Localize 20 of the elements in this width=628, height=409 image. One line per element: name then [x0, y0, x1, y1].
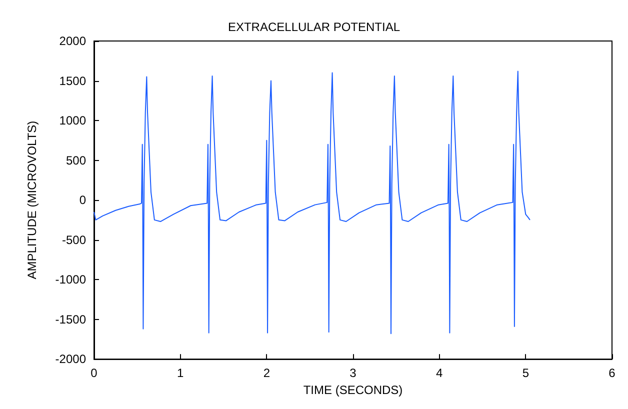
x-tick-label: 4 — [436, 366, 443, 380]
y-tick-label: 1000 — [59, 114, 86, 128]
x-tick-label: 2 — [263, 366, 270, 380]
y-tick-label: -1000 — [55, 272, 86, 287]
chart-title: EXTRACELLULAR POTENTIAL — [228, 20, 400, 34]
y-tick-label: 1500 — [59, 74, 86, 88]
x-tick-label: 5 — [522, 366, 530, 380]
y-tick-label: 0 — [79, 193, 86, 208]
y-tick-label: -500 — [62, 232, 86, 247]
x-tick-label: 6 — [608, 366, 616, 380]
y-tick-label: 500 — [66, 153, 86, 168]
y-tick-label: 2000 — [59, 34, 86, 48]
line-series — [94, 70, 530, 334]
x-tick-label: 3 — [350, 366, 357, 380]
y-tick-label: -1500 — [55, 312, 86, 326]
x-tick-label: 1 — [176, 366, 184, 380]
x-tick-label: 0 — [90, 366, 98, 380]
x-axis-title: TIME (SECONDS) — [303, 383, 403, 397]
y-tick-label: -2000 — [55, 352, 86, 366]
y-axis-title: AMPLITUDE (MICROVOLTS) — [25, 120, 39, 280]
